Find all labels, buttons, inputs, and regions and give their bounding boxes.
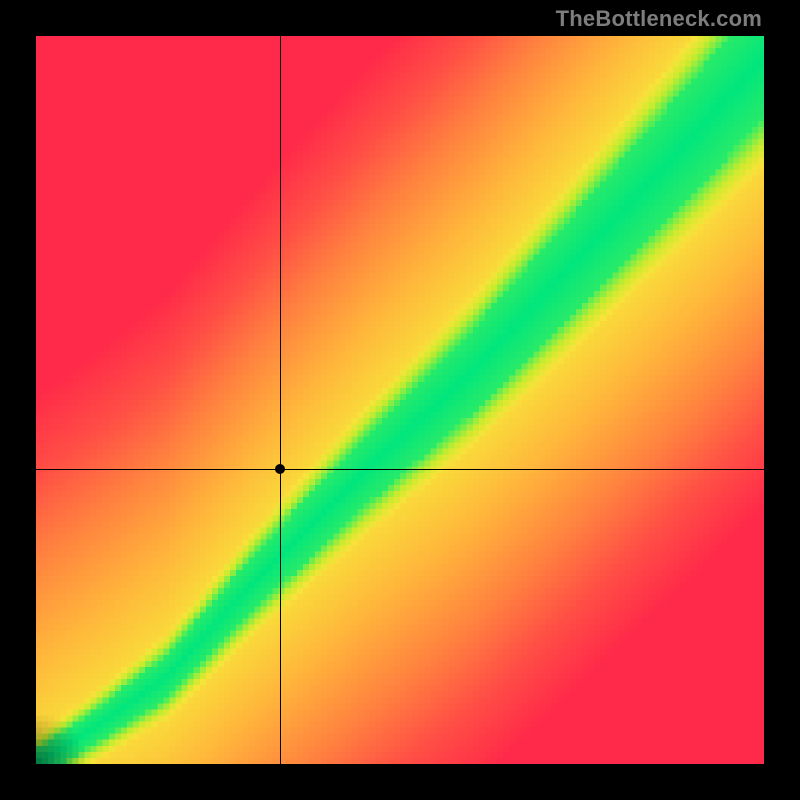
crosshair-horizontal-line — [36, 469, 764, 470]
crosshair-dot — [275, 464, 285, 474]
chart-stage: TheBottleneck.com — [0, 0, 800, 800]
bottleneck-heatmap — [36, 36, 764, 764]
crosshair-vertical-line — [280, 36, 281, 764]
watermark-text: TheBottleneck.com — [556, 6, 762, 32]
